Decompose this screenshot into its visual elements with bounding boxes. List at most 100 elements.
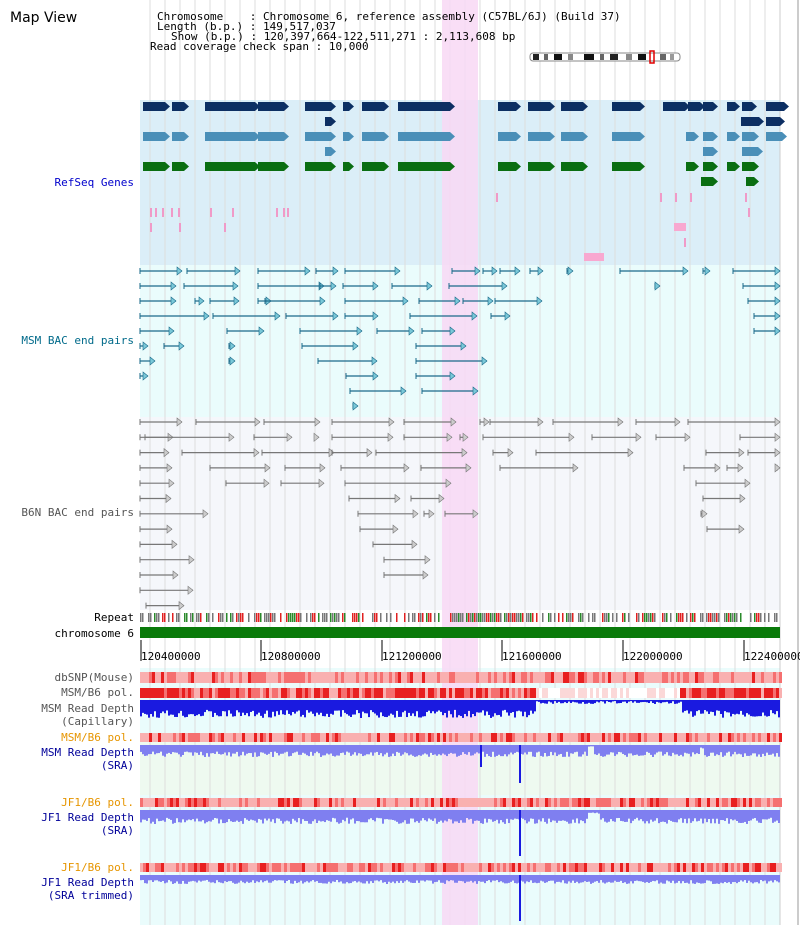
heat-cell (611, 672, 614, 683)
depth-bar (438, 700, 440, 711)
depth-bar (670, 810, 672, 821)
depth-bar (766, 745, 768, 753)
depth-bar (314, 745, 316, 754)
heat-cell (191, 863, 194, 872)
depth-bar (564, 810, 566, 821)
gene-strand-arrow (713, 147, 718, 156)
repeat-element (140, 613, 142, 622)
heat-cell (716, 863, 719, 872)
heat-cell (179, 688, 182, 698)
heat-cell (518, 798, 521, 807)
depth-bar (542, 745, 544, 757)
heat-cell (422, 733, 425, 742)
heat-cell (383, 688, 386, 698)
heat-cell (683, 688, 686, 698)
depth-bar (200, 700, 202, 717)
depth-bar (306, 700, 308, 711)
heat-cell (728, 733, 731, 742)
depth-bar (160, 875, 162, 882)
depth-bar (694, 700, 696, 716)
depth-bar (430, 875, 432, 881)
track-label-jf1-b6-pol[interactable]: JF1/B6 pol. (61, 796, 134, 809)
depth-bar (628, 745, 630, 754)
track-label-msm-b6-pol-2[interactable]: MSM/B6 pol. (61, 731, 134, 744)
depth-bar (412, 700, 414, 714)
depth-bar (302, 875, 304, 884)
depth-bar (202, 810, 204, 821)
depth-bar (308, 700, 310, 713)
depth-bar (396, 700, 398, 711)
depth-bar (160, 745, 162, 752)
heat-cell (356, 672, 359, 683)
heat-cell (236, 733, 239, 742)
depth-bar (648, 875, 650, 883)
heat-cell (341, 798, 344, 807)
depth-bar (194, 745, 196, 753)
depth-bar (312, 700, 314, 714)
track-label-msm-depth-capillary[interactable]: MSM Read Depth (41, 702, 134, 715)
heat-cell (755, 733, 758, 742)
depth-bar (760, 810, 762, 823)
track-label-b6n-bac[interactable]: B6N BAC end pairs (21, 506, 134, 519)
depth-bar (560, 700, 562, 704)
depth-bar (166, 745, 168, 754)
depth-bar (186, 745, 188, 752)
heat-cell (281, 798, 284, 807)
heat-cell (368, 733, 371, 742)
heat-cell (689, 688, 692, 698)
heat-cell (437, 798, 440, 807)
track-label-jf1-depth-trim[interactable]: JF1 Read Depth (41, 876, 134, 889)
heat-cell (575, 672, 578, 683)
bac-end-arrow (332, 311, 339, 321)
heat-cell (194, 672, 197, 683)
depth-bar (616, 810, 618, 819)
heat-cell (668, 733, 671, 742)
heat-cell (758, 672, 761, 683)
depth-bar (246, 700, 248, 714)
heat-cell (554, 688, 557, 698)
heat-cell (380, 798, 383, 807)
heat-cell (440, 688, 443, 698)
depth-bar (646, 700, 648, 703)
heat-cell (623, 672, 626, 683)
track-label-msm-bac[interactable]: MSM BAC end pairs (21, 334, 134, 347)
depth-bar (354, 875, 356, 882)
depth-bar (528, 745, 530, 752)
depth-bar (264, 700, 266, 714)
heat-cell (491, 798, 494, 807)
heat-cell (215, 798, 218, 807)
track-label-jf1-depth-sra[interactable]: JF1 Read Depth (41, 811, 134, 824)
heat-cell (233, 688, 236, 698)
heat-cell (287, 798, 290, 807)
track-label-repeat[interactable]: Repeat (94, 611, 134, 624)
heat-cell (209, 672, 212, 683)
depth-bar (414, 810, 416, 823)
heat-cell (161, 688, 164, 698)
track-label-jf1-b6-pol-2[interactable]: JF1/B6 pol. (61, 861, 134, 874)
depth-bar (642, 745, 644, 756)
heat-cell (680, 798, 683, 807)
track-label-msm-depth-sra[interactable]: MSM Read Depth (41, 746, 134, 759)
repeat-element (266, 613, 268, 622)
gene-strand-arrow (713, 177, 718, 186)
axis-tick-label: 120800000 (261, 650, 321, 663)
track-label-msm-b6-pol[interactable]: MSM/B6 pol. (61, 686, 134, 699)
depth-bar (366, 700, 368, 714)
heat-cell (530, 798, 533, 807)
depth-bar (674, 875, 676, 884)
repeat-element (470, 613, 472, 622)
track-label-refseq[interactable]: RefSeq Genes (54, 176, 134, 189)
depth-bar (594, 745, 596, 755)
heat-cell (551, 688, 554, 698)
repeat-element (356, 613, 358, 622)
heat-cell (776, 672, 779, 683)
depth-bar (354, 700, 356, 715)
depth-bar (324, 875, 326, 884)
depth-bar (686, 745, 688, 754)
depth-bar (536, 700, 538, 702)
depth-bar (598, 810, 600, 814)
track-label-dbsnp[interactable]: dbSNP(Mouse) (54, 671, 134, 684)
heat-cell (680, 688, 683, 698)
repeat-element (466, 613, 468, 622)
